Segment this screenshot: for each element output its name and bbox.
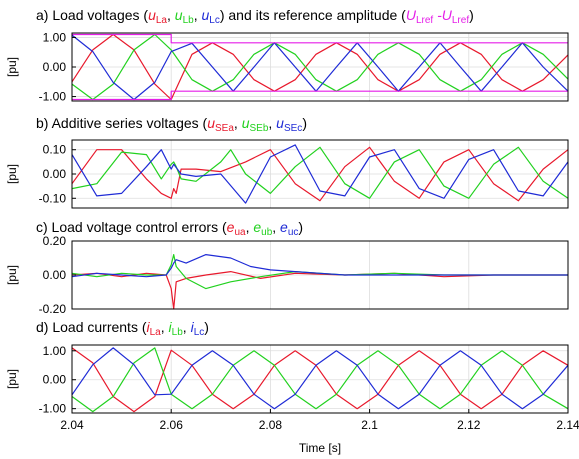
title-subscript: Lb bbox=[183, 15, 195, 26]
panel-d-frame bbox=[71, 344, 569, 414]
panel-c-lines bbox=[71, 254, 568, 310]
title-symbol: -U bbox=[437, 7, 453, 23]
y-tick-label: 0.00 bbox=[43, 268, 67, 282]
panel-c-ylabel: [pu] bbox=[5, 265, 19, 285]
panel-c-title: c) Load voltage control errors (eua​, eu… bbox=[36, 219, 303, 238]
title-symbol: u bbox=[207, 115, 215, 131]
title-symbol: u bbox=[148, 7, 156, 23]
title-text: d) Load currents ( bbox=[36, 319, 147, 335]
panel-b-ylabel: [pu] bbox=[5, 164, 19, 184]
title-subscript: ua bbox=[234, 227, 246, 238]
panel-d-grid bbox=[71, 345, 569, 413]
series-line-a bbox=[71, 146, 569, 202]
title-symbol: u bbox=[201, 7, 209, 23]
x-axis-ticks: 2.04 2.06 2.08 2.1 2.12 2.14 bbox=[60, 409, 579, 432]
title-symbol: U bbox=[406, 7, 417, 23]
panel-d: d) Load currents (iLa​, iLb​, iLc​) 1.00… bbox=[5, 319, 569, 416]
title-subscript: SEa bbox=[215, 123, 234, 134]
title-symbol: u bbox=[175, 7, 183, 23]
series-line-b bbox=[71, 146, 569, 199]
series-line-a bbox=[71, 33, 569, 101]
y-tick-label: 1.00 bbox=[43, 30, 67, 44]
title-text: ) bbox=[298, 219, 303, 235]
y-tick-label: -0.10 bbox=[39, 191, 67, 205]
y-tick-label: -1.00 bbox=[39, 90, 67, 104]
title-subscript: Lc bbox=[194, 327, 205, 338]
title-text: ) and its reference amplitude ( bbox=[220, 7, 406, 23]
title-symbol: u bbox=[242, 115, 250, 131]
title-symbol: e bbox=[227, 219, 235, 235]
x-tick-label: 2.04 bbox=[60, 418, 84, 432]
title-symbol: e bbox=[253, 219, 261, 235]
title-subscript: SEc bbox=[284, 123, 302, 134]
title-symbol: i bbox=[169, 319, 173, 335]
x-tick-label: 2.06 bbox=[160, 418, 184, 432]
panel-d-ylabel: [pu] bbox=[5, 369, 19, 389]
panel-d-lines bbox=[71, 347, 569, 413]
title-text: ) bbox=[204, 319, 209, 335]
title-subscript: La bbox=[156, 15, 168, 26]
title-separator: , bbox=[167, 7, 175, 23]
title-symbol: i bbox=[147, 319, 151, 335]
title-subscript: SEb bbox=[249, 123, 268, 134]
y-tick-label: -1.00 bbox=[39, 402, 67, 416]
title-subscript: ub bbox=[261, 227, 273, 238]
title-text: c) Load voltage control errors ( bbox=[36, 219, 227, 235]
panel-a-lines bbox=[71, 33, 569, 101]
title-separator: , bbox=[268, 115, 276, 131]
panel-c: c) Load voltage control errors (eua​, eu… bbox=[5, 219, 569, 316]
title-text: b) Additive series voltages ( bbox=[36, 115, 208, 131]
y-tick-label: 0.00 bbox=[43, 167, 67, 181]
title-subscript: Lc bbox=[209, 15, 220, 26]
series-line-b bbox=[71, 254, 568, 290]
title-text: a) Load voltages ( bbox=[36, 7, 148, 23]
panel-d-yticks: 1.00 0.00 -1.00 bbox=[39, 344, 76, 416]
series-line-ref bbox=[72, 90, 568, 101]
panel-d-title: d) Load currents (iLa​, iLb​, iLc​) bbox=[36, 319, 209, 338]
y-tick-label: 0.00 bbox=[43, 373, 67, 387]
y-tick-label: -0.20 bbox=[39, 302, 67, 316]
series-line-c bbox=[71, 254, 568, 278]
panel-c-yticks: 0.20 0.00 -0.20 bbox=[39, 234, 76, 316]
title-separator: , bbox=[272, 219, 280, 235]
title-subscript: Lref bbox=[416, 15, 433, 26]
title-separator: , bbox=[246, 219, 254, 235]
title-symbol: e bbox=[280, 219, 288, 235]
panel-a-yticks: 1.00 0.00 -1.00 bbox=[39, 30, 76, 104]
series-line-c bbox=[71, 144, 569, 204]
series-line-ref bbox=[72, 33, 568, 44]
y-tick-label: 0.20 bbox=[43, 234, 67, 248]
x-tick-label: 2.14 bbox=[556, 418, 579, 432]
panel-b: b) Additive series voltages (uSEa​, uSEb… bbox=[5, 115, 569, 209]
title-separator: , bbox=[161, 319, 169, 335]
panel-b-yticks: 0.10 0.00 -0.10 bbox=[39, 143, 76, 205]
panel-a: a) Load voltages (uLa​, uLb​, uLc​) and … bbox=[5, 7, 569, 104]
y-tick-label: 1.00 bbox=[43, 344, 67, 358]
title-separator: , bbox=[234, 115, 242, 131]
title-subscript: La bbox=[150, 327, 162, 338]
title-subscript: Lref bbox=[452, 15, 469, 26]
panel-a-title: a) Load voltages (uLa​, uLb​, uLc​) and … bbox=[36, 7, 474, 26]
title-subscript: Lb bbox=[172, 327, 184, 338]
title-separator: , bbox=[194, 7, 202, 23]
title-text: ) bbox=[469, 7, 474, 23]
title-text: ) bbox=[302, 115, 307, 131]
panel-b-title: b) Additive series voltages (uSEa​, uSEb… bbox=[36, 115, 307, 134]
title-symbol: u bbox=[276, 115, 284, 131]
title-subscript: uc bbox=[288, 227, 299, 238]
panel-b-lines bbox=[71, 144, 569, 204]
panel-a-ylabel: [pu] bbox=[5, 57, 19, 77]
y-tick-label: 0.00 bbox=[43, 60, 67, 74]
title-separator: , bbox=[183, 319, 191, 335]
x-tick-label: 2.08 bbox=[259, 418, 283, 432]
x-tick-label: 2.1 bbox=[361, 418, 378, 432]
x-axis-label: Time [s] bbox=[299, 441, 341, 455]
y-tick-label: 0.10 bbox=[43, 143, 67, 157]
title-symbol: i bbox=[191, 319, 195, 335]
x-tick-label: 2.12 bbox=[457, 418, 481, 432]
series-line-c bbox=[71, 347, 569, 410]
